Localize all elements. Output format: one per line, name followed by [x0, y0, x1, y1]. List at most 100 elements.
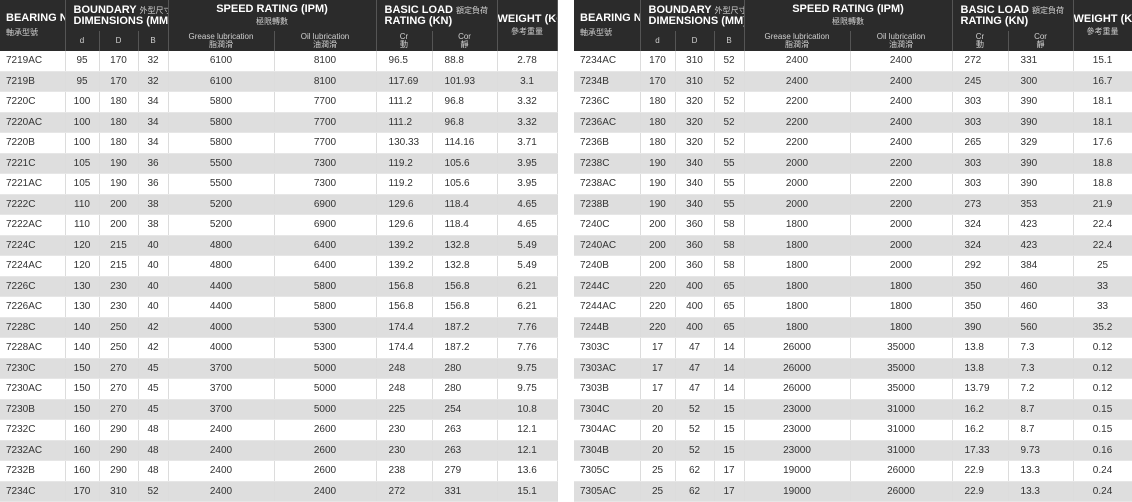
cor-cell: 7.3 — [1008, 337, 1074, 359]
cr-cell: 156.8 — [376, 276, 433, 297]
bore-d-cell: 25 — [640, 481, 676, 502]
col-oil-header: Oil lubrication 油潤滑 — [274, 31, 377, 51]
bore-d-cell: 95 — [65, 51, 100, 72]
cor-cell: 353 — [1008, 194, 1074, 215]
bore-d-cell: 120 — [65, 255, 100, 277]
bearing-table-left: BEARING NO.軸承型號 BOUNDARY 外型尺寸DIMENSIONS … — [0, 0, 558, 502]
grease-speed-cell: 26000 — [744, 337, 851, 359]
weight-cell: 3.95 — [497, 153, 558, 174]
weight-cell: 7.76 — [497, 317, 558, 338]
bearing-no-cell: 7238AC — [574, 173, 641, 195]
bore-d-cell: 140 — [65, 337, 100, 359]
cr-cell: 13.8 — [952, 358, 1009, 379]
cr-cell: 350 — [952, 296, 1009, 318]
weight-cell: 0.24 — [1073, 481, 1132, 502]
bearing-no-cell: 7226C — [0, 276, 66, 297]
bearing-no-cell: 7230B — [0, 399, 66, 420]
grease-speed-cell: 4800 — [168, 255, 275, 277]
cr-cell: 96.5 — [376, 51, 433, 72]
outer-d-cell: 310 — [675, 71, 715, 92]
outer-d-cell: 340 — [675, 194, 715, 215]
bearing-no-cell: 7244B — [574, 317, 641, 338]
bore-d-cell: 170 — [640, 71, 676, 92]
grease-speed-cell: 19000 — [744, 481, 851, 502]
weight-cell: 22.4 — [1073, 235, 1132, 256]
oil-speed-cell: 31000 — [850, 440, 953, 461]
cr-cell: 139.2 — [376, 255, 433, 277]
table-body-left: 7219AC 95 170 32 6100 8100 96.5 88.8 2.78 7219B 95… — [0, 51, 558, 502]
width-b-cell: 55 — [714, 153, 745, 174]
bore-d-cell: 150 — [65, 358, 100, 379]
width-b-cell: 15 — [714, 440, 745, 461]
col-d-header: d — [65, 31, 100, 51]
grease-speed-cell: 2200 — [744, 91, 851, 113]
cor-cell: 114.16 — [432, 132, 498, 154]
cor-cell: 254 — [432, 399, 498, 420]
grease-speed-cell: 2400 — [168, 460, 275, 482]
grease-speed-cell: 2200 — [744, 132, 851, 154]
bearing-no-cell: 7220C — [0, 91, 66, 113]
bearing-no-cell: 7234AC — [574, 51, 641, 72]
cor-cell: 156.8 — [432, 276, 498, 297]
weight-cell: 0.12 — [1073, 337, 1132, 359]
grease-speed-cell: 5500 — [168, 173, 275, 195]
table-row: 7228C 140 250 42 4000 5300 174.4 187.2 7.76 — [0, 317, 558, 338]
cor-cell: 132.8 — [432, 255, 498, 277]
table-row: 7221C 105 190 36 5500 7300 119.2 105.6 3.95 — [0, 153, 558, 174]
table-row: 7226AC 130 230 40 4400 5800 156.8 156.8 6.21 — [0, 296, 558, 318]
width-b-cell: 65 — [714, 317, 745, 338]
weight-cell: 4.65 — [497, 214, 558, 236]
width-b-cell: 15 — [714, 399, 745, 420]
bearing-no-cell: 7234B — [574, 71, 641, 92]
outer-d-cell: 62 — [675, 460, 715, 482]
table-row: 7303C 17 47 14 26000 35000 13.8 7.3 0.12 — [574, 337, 1132, 359]
bearing-no-cell: 7222C — [0, 194, 66, 215]
weight-cell: 18.8 — [1073, 153, 1132, 174]
bearing-no-cell: 7232AC — [0, 440, 66, 461]
bore-d-cell: 160 — [65, 419, 100, 441]
width-b-cell: 42 — [138, 337, 169, 359]
width-b-cell: 36 — [138, 153, 169, 174]
outer-d-cell: 215 — [99, 235, 139, 256]
cor-cell: 118.4 — [432, 214, 498, 236]
oil-speed-cell: 1800 — [850, 317, 953, 338]
weight-cell: 9.75 — [497, 358, 558, 379]
outer-d-cell: 52 — [675, 419, 715, 441]
cr-cell: 16.2 — [952, 399, 1009, 420]
width-b-cell: 40 — [138, 255, 169, 277]
bore-d-cell: 200 — [640, 214, 676, 236]
bore-d-cell: 120 — [65, 235, 100, 256]
cor-cell: 384 — [1008, 255, 1074, 277]
grease-speed-cell: 4400 — [168, 296, 275, 318]
weight-cell: 0.12 — [1073, 358, 1132, 379]
weight-cell: 5.49 — [497, 255, 558, 277]
oil-speed-cell: 5800 — [274, 296, 377, 318]
cr-cell: 139.2 — [376, 235, 433, 256]
weight-cell: 18.8 — [1073, 173, 1132, 195]
weight-cell: 17.6 — [1073, 132, 1132, 154]
bore-d-cell: 180 — [640, 112, 676, 133]
oil-speed-cell: 7300 — [274, 153, 377, 174]
weight-cell: 15.1 — [497, 481, 558, 502]
grease-speed-cell: 5800 — [168, 91, 275, 113]
bearing-no-cell: 7236C — [574, 91, 641, 113]
grease-speed-cell: 3700 — [168, 399, 275, 420]
bearing-no-cell: 7240AC — [574, 235, 641, 256]
basic-load-rating-header: BASIC LOAD 額定負荷 RATING (KN) — [952, 0, 1074, 31]
bearing-no-cell: 7303AC — [574, 358, 641, 379]
cr-cell: 272 — [376, 481, 433, 502]
table-row: 7238B 190 340 55 2000 2200 273 353 21.9 — [574, 194, 1132, 215]
oil-speed-cell: 5300 — [274, 317, 377, 338]
table-row: 7236B 180 320 52 2200 2400 265 329 17.6 — [574, 132, 1132, 154]
bearing-no-cell: 7230AC — [0, 378, 66, 400]
width-b-cell: 14 — [714, 378, 745, 400]
cr-cell: 225 — [376, 399, 433, 420]
width-b-cell: 65 — [714, 296, 745, 318]
table-row: 7244B 220 400 65 1800 1800 390 560 35.2 — [574, 317, 1132, 338]
outer-d-cell: 360 — [675, 214, 715, 236]
cor-cell: 187.2 — [432, 317, 498, 338]
oil-speed-cell: 2000 — [850, 235, 953, 256]
width-b-cell: 48 — [138, 460, 169, 482]
outer-d-cell: 170 — [99, 51, 139, 72]
